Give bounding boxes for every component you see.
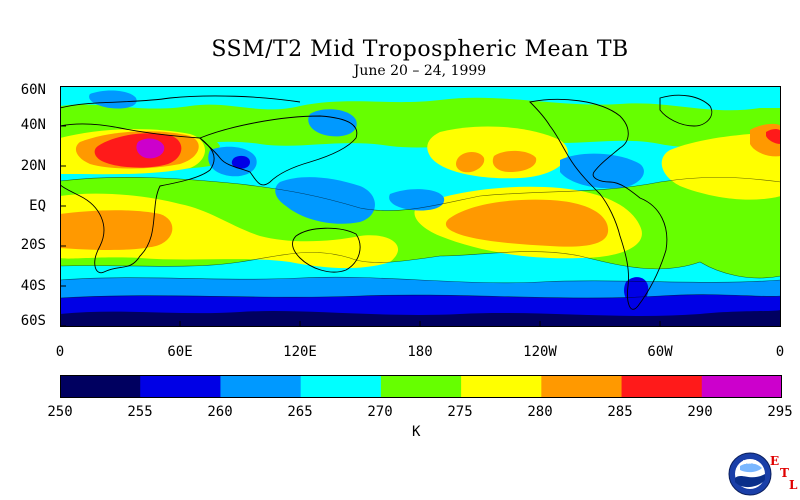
field-260-265-se-pacific <box>389 189 445 211</box>
colorbar-tick-260: 260 <box>207 404 233 420</box>
field-255-260-south-america-tip <box>624 277 649 305</box>
colorbar-swatch-255 <box>140 375 221 398</box>
brightness-temperature-map <box>60 86 781 327</box>
field-280-285-n-pacific-b <box>492 150 537 172</box>
colorbar-tick-290: 290 <box>687 404 713 420</box>
colorbar-swatch-275 <box>461 375 542 398</box>
contour-lines <box>60 176 781 299</box>
lat-label-40n: 40N <box>20 117 46 133</box>
colorbar-tick-265: 265 <box>287 404 313 420</box>
colorbar-tick-255: 255 <box>127 404 153 420</box>
colorbar-swatch-285 <box>621 375 703 398</box>
field-280-285-s-africa <box>60 210 173 250</box>
field-260-265-maritime <box>275 177 375 224</box>
lat-label-20n: 20N <box>20 158 46 174</box>
colorbar-units: K <box>412 424 421 440</box>
colorbar-swatch-260 <box>220 375 302 398</box>
colorbar-swatch-270 <box>380 375 462 398</box>
colorbar-tick-250: 250 <box>47 404 73 420</box>
colorbar-swatch-265 <box>300 375 382 398</box>
field-255-260-india <box>231 155 250 169</box>
field-290-295-arabia <box>136 138 165 159</box>
lat-label-60n: 60N <box>20 82 46 98</box>
colorbar <box>60 375 782 398</box>
noaa-emblem-text: NOAA <box>743 460 758 466</box>
lat-label-eq: EQ <box>29 198 46 214</box>
map-ticks <box>60 86 661 327</box>
lat-label-20s: 20S <box>20 237 46 253</box>
colorbar-tick-280: 280 <box>527 404 553 420</box>
field-260-265-central-america <box>560 153 644 189</box>
noaa-logo-icon: NOAA <box>728 452 772 496</box>
field-280-285-s-pacific <box>445 199 609 247</box>
lon-label-60e: 60E <box>167 344 193 360</box>
field-275-280-atlantic <box>661 132 781 200</box>
lon-label-120e: 120E <box>283 344 317 360</box>
colorbar-tick-270: 270 <box>367 404 393 420</box>
etl-letter-t: T <box>780 466 789 480</box>
lon-label-0: 0 <box>55 344 65 360</box>
colorbar-tick-295: 295 <box>767 404 793 420</box>
chart-subtitle: June 20 – 24, 1999 <box>353 63 487 79</box>
colorbar-tick-275: 275 <box>447 404 473 420</box>
lon-label-0-end: 0 <box>775 344 785 360</box>
etl-letter-l: L <box>789 478 798 492</box>
colorbar-swatch-290 <box>701 375 782 398</box>
field-270-275-north <box>60 97 781 148</box>
etl-letter-e: E <box>770 454 780 468</box>
colorbar-swatch-280 <box>541 375 623 398</box>
colorbar-tick-285: 285 <box>607 404 633 420</box>
field-260-265-north-blob-a <box>89 90 137 109</box>
field-250-255-antarctic <box>60 310 781 327</box>
lat-label-60s: 60S <box>20 313 46 329</box>
field-285-290-n-atlantic <box>766 129 781 144</box>
lon-label-120w: 120W <box>523 344 557 360</box>
colorbar-swatch-250 <box>60 375 141 398</box>
chart-title: SSM/T2 Mid Tropospheric Mean TB <box>211 37 629 62</box>
lon-label-180: 180 <box>407 344 433 360</box>
lat-label-40s: 40S <box>20 278 46 294</box>
lon-label-60w: 60W <box>647 344 673 360</box>
field-280-285-n-pacific-a <box>456 152 485 173</box>
